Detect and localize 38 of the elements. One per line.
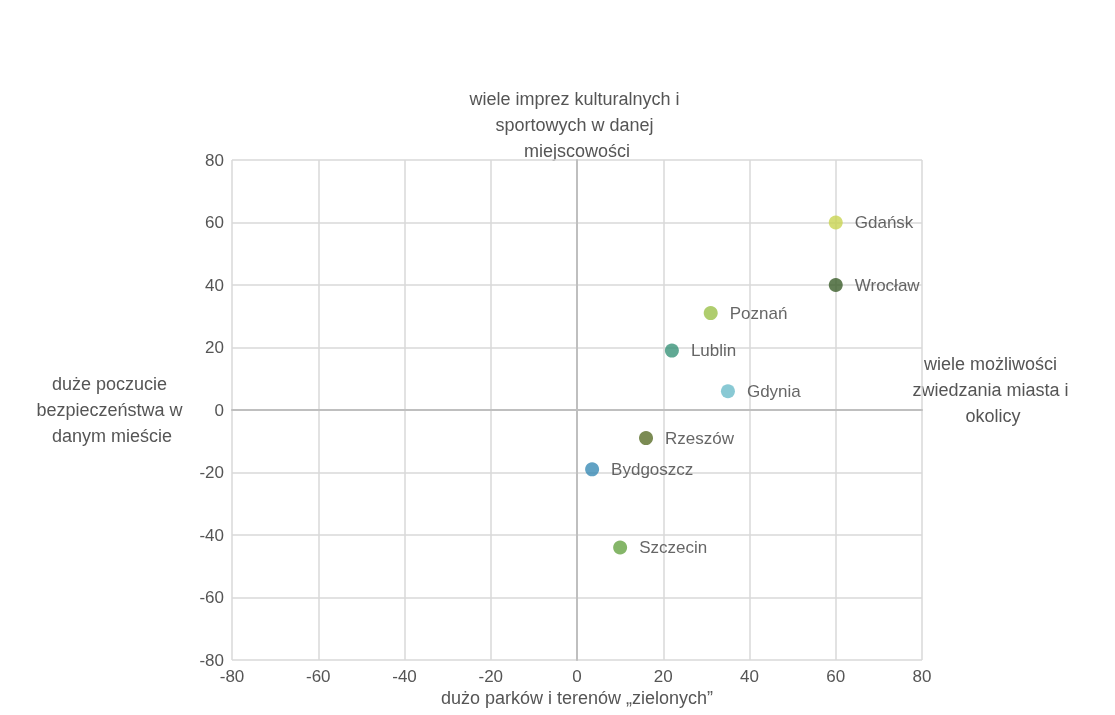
series-label: Bydgoszcz	[611, 459, 694, 479]
point	[703, 306, 718, 321]
x-tick-label: 0	[572, 667, 582, 686]
x-tick-label: -60	[305, 667, 331, 686]
x-tick-label: -80	[219, 667, 245, 686]
x-axis-title: dużo parków i terenów „zielonych”	[440, 688, 714, 708]
series-label: Szczecin	[639, 538, 708, 557]
point	[585, 462, 600, 477]
point	[828, 215, 843, 230]
series-label: Gdańsk	[854, 213, 914, 232]
text: duże poczucie bezpieczeństwa w danym mieście	[36, 374, 188, 446]
series-label: Wrocław	[854, 275, 921, 295]
series-label: Poznań	[729, 303, 788, 323]
y-tick-label: 60	[205, 213, 224, 232]
point	[613, 540, 628, 555]
x-tick-label: 40	[740, 667, 759, 686]
y-tick-label: 80	[205, 150, 224, 170]
y-tick-label: -60	[199, 588, 224, 607]
x-tick-label: 20	[653, 667, 673, 686]
y-axis-title: wiele imprez kulturalnych i sportowych w danej miejscowości	[468, 89, 685, 161]
series-label: Gdynia	[746, 381, 802, 401]
series-label: Rzeszów	[665, 428, 735, 448]
y-tick-label: -40	[199, 525, 224, 545]
point	[720, 384, 735, 399]
point	[664, 343, 679, 358]
x-tick-label: -40	[392, 667, 417, 686]
y-tick-label: 40	[205, 275, 224, 295]
y-tick-label: -20	[199, 463, 224, 482]
annotation: wiele możliwości zwiedzania miasta i okolicy	[912, 354, 1074, 426]
point	[639, 431, 653, 446]
x-tick-label: 80	[912, 667, 932, 686]
y-tick-label: 20	[205, 338, 224, 357]
x-tick-label: 60	[826, 667, 846, 686]
y-tick-label: 0	[214, 400, 224, 420]
x-tick-label: -20	[478, 667, 504, 686]
point	[828, 278, 843, 292]
series-label: Lublin	[690, 341, 737, 361]
y-tick-label: -80	[199, 650, 224, 670]
